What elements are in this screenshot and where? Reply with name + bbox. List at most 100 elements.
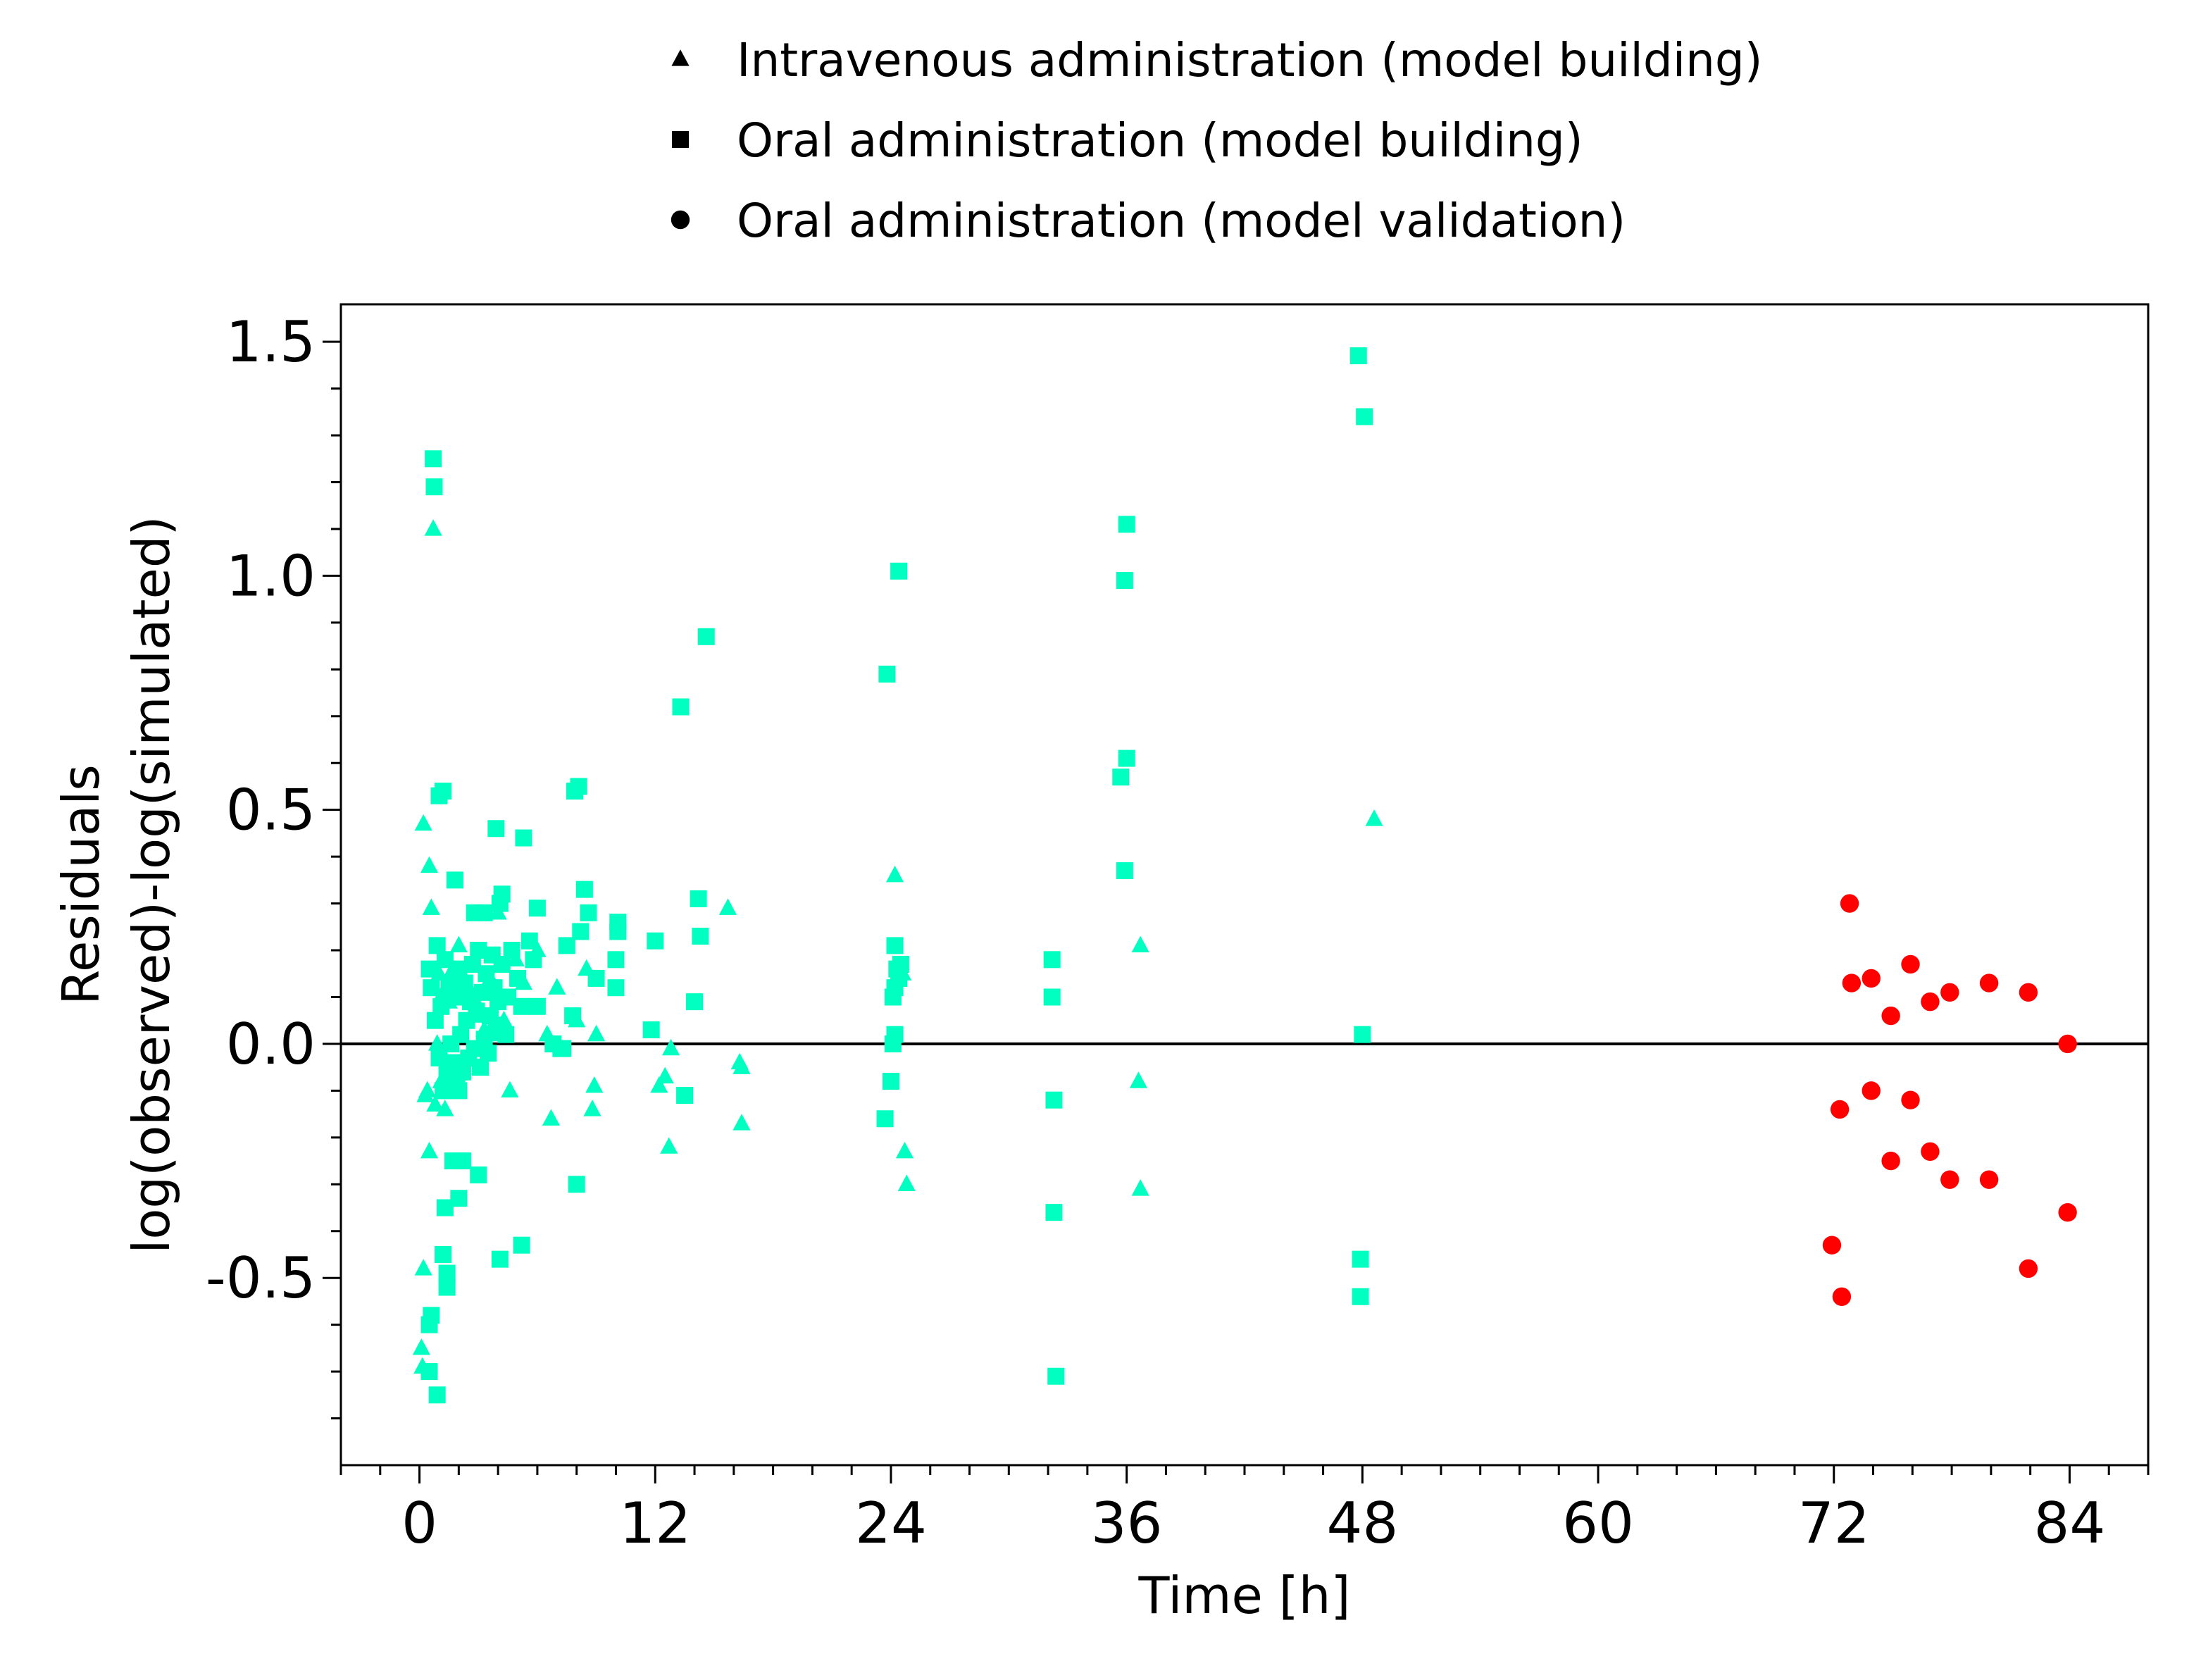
data-point-square	[442, 1073, 460, 1090]
data-point-square	[575, 881, 593, 898]
data-point-circle	[1830, 1100, 1850, 1119]
data-point-square	[1043, 988, 1061, 1006]
data-point-square	[609, 914, 627, 931]
x-axis: 0 12 24 36 48 60 72 84	[339, 1465, 2150, 1556]
data-point-circle	[1901, 954, 1920, 974]
data-point-circle	[1881, 1006, 1900, 1026]
data-point-square	[1354, 1026, 1371, 1043]
data-point-circle	[1840, 894, 1859, 913]
y-tick-label: -0.5	[206, 1245, 316, 1311]
plot-area	[339, 303, 2150, 1467]
data-point-square	[568, 1176, 585, 1193]
data-point-square	[1112, 769, 1130, 786]
data-point-square	[438, 1264, 456, 1282]
data-point-square	[423, 979, 440, 997]
y-tick-label: 0.5	[226, 778, 316, 843]
data-point-square	[1043, 951, 1061, 969]
data-point-triangle	[422, 898, 440, 915]
data-point-square	[515, 829, 532, 847]
data-point-square	[1045, 1204, 1063, 1221]
data-point-circle	[1881, 1151, 1900, 1171]
data-point-square	[497, 1026, 515, 1043]
data-point-triangle	[1131, 1179, 1149, 1196]
data-point-square	[470, 1166, 487, 1183]
data-point-square	[454, 1152, 471, 1170]
x-tick-label: 84	[2034, 1491, 2106, 1556]
data-point-square	[435, 783, 452, 800]
data-point-square	[892, 955, 909, 973]
legend-marker-triangle	[671, 49, 690, 66]
data-point-triangle	[587, 1024, 606, 1042]
legend-label: Oral administration (model building)	[737, 113, 1583, 168]
data-point-square	[1116, 862, 1133, 880]
data-point-square	[587, 969, 605, 987]
data-point-square	[886, 1026, 904, 1043]
data-point-triangle	[895, 1141, 914, 1159]
data-point-square	[1352, 1288, 1369, 1305]
data-point-triangle	[418, 1081, 437, 1098]
data-point-square	[450, 1190, 468, 1207]
data-point-square	[425, 450, 442, 468]
data-point-square	[1356, 408, 1373, 425]
data-point-triangle	[1365, 809, 1383, 826]
x-tick-label: 72	[1798, 1491, 1870, 1556]
y-axis: -0.5 0.0 0.5 1.0 1.5	[206, 309, 341, 1420]
data-point-circle	[2019, 983, 2038, 1002]
data-point-square	[564, 1007, 582, 1025]
data-point-triangle	[661, 1038, 680, 1056]
data-point-square	[878, 665, 896, 683]
data-point-triangle	[501, 1081, 519, 1098]
data-point-triangle	[420, 856, 439, 873]
data-point-square	[1118, 516, 1135, 533]
data-point-square	[513, 997, 530, 1015]
legend-marker-circle	[671, 210, 690, 230]
y-tick-label: 1.0	[226, 543, 316, 609]
data-point-triangle	[732, 1057, 751, 1074]
data-point-triangle	[426, 1095, 444, 1112]
data-point-square	[686, 993, 704, 1011]
data-point-square	[423, 1307, 440, 1324]
data-point-square	[890, 562, 908, 580]
data-point-square	[520, 932, 538, 950]
data-point-square	[420, 1363, 438, 1381]
data-point-square	[456, 974, 473, 992]
data-point-square	[491, 1250, 509, 1268]
data-point-circle	[1901, 1090, 1920, 1109]
data-point-triangle	[449, 935, 468, 953]
x-axis-title: Time [h]	[1138, 1566, 1351, 1625]
data-point-square	[572, 923, 590, 940]
data-point-triangle	[1129, 1071, 1147, 1088]
x-tick-label: 60	[1562, 1491, 1634, 1556]
data-point-triangle	[548, 978, 566, 995]
data-point-triangle	[585, 1076, 604, 1093]
data-point-triangle	[436, 1100, 454, 1116]
data-point-square	[509, 969, 527, 987]
legend-marker-square	[672, 131, 689, 148]
y-tick-label: 0.0	[226, 1012, 316, 1077]
data-point-square	[672, 698, 690, 716]
data-point-circle	[1862, 969, 1881, 988]
data-point-square	[513, 1236, 530, 1254]
data-point-square	[528, 997, 546, 1015]
data-point-square	[503, 942, 520, 959]
data-point-square	[886, 937, 904, 954]
data-point-circle	[1822, 1236, 1842, 1255]
data-point-square	[1349, 347, 1367, 365]
data-point-triangle	[428, 1034, 447, 1051]
data-point-circle	[1940, 983, 1959, 1002]
data-point-square	[580, 904, 597, 921]
data-point-triangle	[732, 1114, 751, 1131]
x-tick-label: 0	[401, 1491, 437, 1556]
data-point-circle	[2058, 1202, 2077, 1222]
y-axis-title-line-1: Residuals	[51, 764, 111, 1005]
data-point-square	[1047, 1367, 1065, 1385]
x-tick-label: 24	[855, 1491, 927, 1556]
data-point-triangle	[412, 1338, 430, 1355]
data-point-square	[487, 820, 505, 838]
data-point-triangle	[583, 1100, 601, 1116]
data-point-circle	[1940, 1170, 1959, 1189]
data-point-square	[554, 1040, 572, 1057]
data-point-square	[425, 478, 443, 496]
data-point-circle	[1862, 1081, 1881, 1100]
legend-label: Intravenous administration (model buildi…	[737, 33, 1763, 87]
